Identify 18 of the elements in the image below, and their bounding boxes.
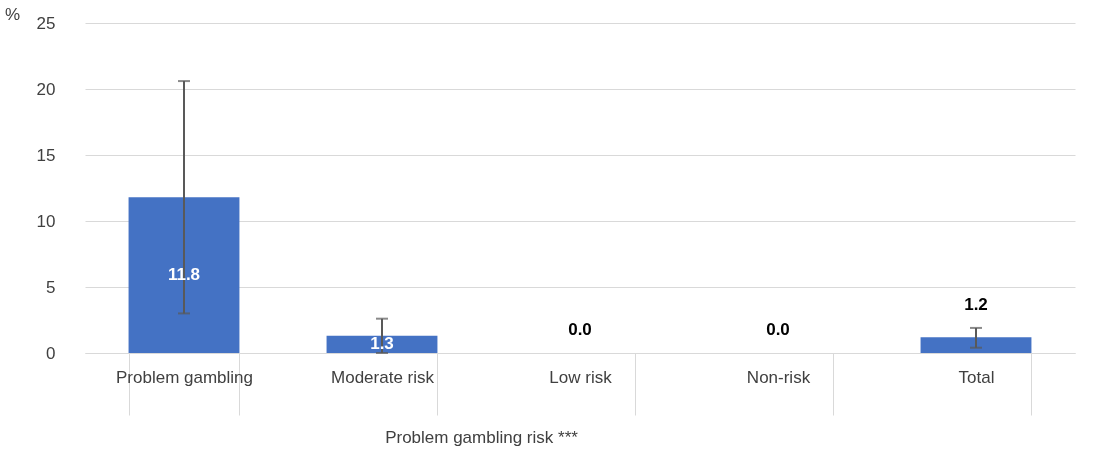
x-tick-label: Total [958, 367, 995, 387]
y-tick-label: 15 [36, 145, 56, 165]
data-label: 0.0 [568, 320, 592, 339]
data-label: 0.0 [766, 320, 790, 339]
y-tick-label: 5 [46, 277, 56, 297]
bar [128, 197, 240, 353]
bar [920, 337, 1032, 353]
y-tick-label: 20 [36, 79, 56, 99]
x-tick-label: Non-risk [746, 367, 811, 387]
x-axis-title: Problem gambling risk *** [385, 428, 579, 447]
y-axis-title: % [5, 5, 21, 24]
x-tick-label: Problem gambling [115, 367, 254, 387]
data-label: 1.2 [964, 294, 988, 314]
y-tick-label: 25 [36, 13, 56, 33]
x-tick-label: Moderate risk [331, 367, 435, 387]
y-tick-label: 0 [46, 343, 56, 363]
y-tick-label: 10 [36, 211, 56, 231]
x-tick-label: Low risk [549, 367, 613, 387]
